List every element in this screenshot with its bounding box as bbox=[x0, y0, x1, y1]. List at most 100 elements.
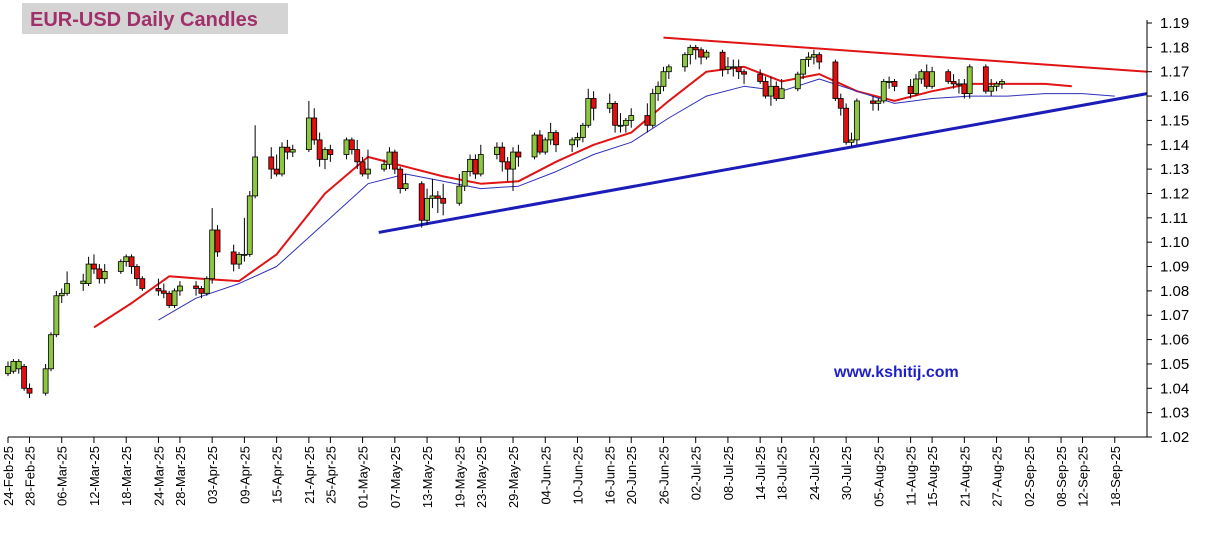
candle bbox=[381, 159, 387, 172]
candle-body bbox=[354, 149, 361, 163]
y-tick-label: 1.17 bbox=[1160, 64, 1189, 81]
x-tick-label: 24-Feb-25 bbox=[1, 446, 16, 506]
candle bbox=[177, 281, 183, 296]
candle bbox=[617, 113, 624, 133]
x-tick-label: 24-Mar-25 bbox=[151, 446, 166, 506]
candle-body bbox=[907, 85, 914, 95]
x-tick-label: 10-Jun-25 bbox=[571, 446, 586, 505]
candle bbox=[21, 363, 28, 391]
candle-body bbox=[171, 290, 178, 306]
candle bbox=[198, 286, 205, 299]
candle bbox=[365, 149, 371, 179]
candle-body bbox=[703, 51, 710, 58]
candle-body bbox=[606, 102, 613, 109]
candle-body bbox=[424, 197, 430, 221]
candle-body bbox=[230, 251, 237, 265]
candle bbox=[467, 154, 473, 177]
candle-body bbox=[456, 185, 463, 204]
candle-body bbox=[735, 66, 742, 73]
candle bbox=[923, 64, 930, 89]
candle-body bbox=[961, 83, 968, 95]
candle bbox=[166, 290, 173, 308]
candle bbox=[778, 79, 785, 99]
candle bbox=[762, 76, 769, 99]
candle-body bbox=[10, 361, 17, 372]
candle bbox=[418, 181, 425, 228]
candle-body bbox=[155, 288, 162, 292]
candle-body bbox=[193, 285, 199, 289]
candle-body bbox=[58, 292, 65, 297]
candle-body bbox=[381, 163, 387, 170]
candle-body bbox=[311, 117, 318, 141]
y-tick-label: 1.03 bbox=[1160, 405, 1189, 422]
candle-body bbox=[687, 46, 694, 56]
candle bbox=[359, 156, 366, 177]
candle bbox=[805, 52, 812, 67]
x-tick-label: 08-Sep-25 bbox=[1054, 446, 1069, 507]
candle-body bbox=[569, 139, 576, 146]
candle bbox=[800, 59, 807, 80]
candle-body bbox=[918, 71, 925, 80]
candle-body bbox=[160, 290, 167, 294]
candle-body bbox=[837, 98, 844, 109]
candle bbox=[698, 47, 704, 65]
candle-body bbox=[209, 229, 216, 280]
x-tick-label: 06-Mar-25 bbox=[55, 446, 70, 506]
candle bbox=[91, 254, 97, 274]
candle bbox=[913, 74, 919, 97]
candle-body bbox=[536, 134, 543, 153]
candle-body bbox=[741, 71, 747, 75]
candle bbox=[230, 244, 237, 272]
x-tick-label: 27-Aug-25 bbox=[990, 446, 1005, 507]
candle-body bbox=[166, 292, 173, 306]
x-tick-label: 30-Jul-25 bbox=[839, 446, 854, 500]
candle-body bbox=[999, 81, 1005, 85]
candle-body bbox=[289, 149, 296, 153]
candle-body bbox=[268, 156, 275, 170]
candle bbox=[553, 130, 559, 153]
candle-body bbox=[434, 195, 441, 199]
title-panel: EUR-USD Daily Candles bbox=[22, 3, 288, 34]
candle-body bbox=[123, 256, 130, 263]
candle-body bbox=[322, 149, 328, 160]
candle bbox=[999, 79, 1005, 89]
x-tick-label: 12-Mar-25 bbox=[87, 446, 102, 506]
moving-average-line bbox=[93, 65, 1072, 329]
candle-body bbox=[590, 98, 597, 109]
y-tick-label: 1.08 bbox=[1160, 283, 1189, 300]
candle bbox=[569, 137, 576, 153]
x-tick-label: 21-Aug-25 bbox=[957, 446, 972, 507]
candle-body bbox=[252, 156, 259, 197]
candle bbox=[848, 132, 855, 148]
x-tick-label: 24-Jul-25 bbox=[807, 446, 822, 500]
candle-body bbox=[886, 81, 893, 83]
candle-body bbox=[440, 197, 447, 204]
candle-body bbox=[719, 51, 726, 70]
candle-body bbox=[794, 73, 801, 90]
candle bbox=[209, 208, 216, 284]
candle bbox=[461, 171, 468, 192]
candle-body bbox=[53, 295, 60, 336]
candle bbox=[741, 69, 747, 84]
candle bbox=[155, 278, 162, 296]
x-tick-label: 18-Mar-25 bbox=[119, 446, 134, 506]
candle bbox=[42, 363, 49, 396]
candle bbox=[80, 273, 87, 291]
candle bbox=[391, 149, 398, 174]
candle-body bbox=[757, 73, 764, 82]
candle-body bbox=[348, 139, 355, 151]
candle bbox=[612, 100, 619, 133]
candle bbox=[692, 44, 699, 60]
candle bbox=[574, 132, 581, 148]
x-tick-label: 13-May-25 bbox=[420, 446, 435, 508]
candle-body bbox=[241, 253, 248, 256]
candle-body bbox=[494, 146, 500, 155]
candle bbox=[585, 88, 592, 128]
candle bbox=[810, 49, 817, 65]
candle bbox=[547, 122, 554, 145]
candle bbox=[64, 271, 70, 296]
candle bbox=[515, 144, 522, 167]
candle-body bbox=[273, 168, 280, 175]
candle-body bbox=[622, 120, 629, 126]
